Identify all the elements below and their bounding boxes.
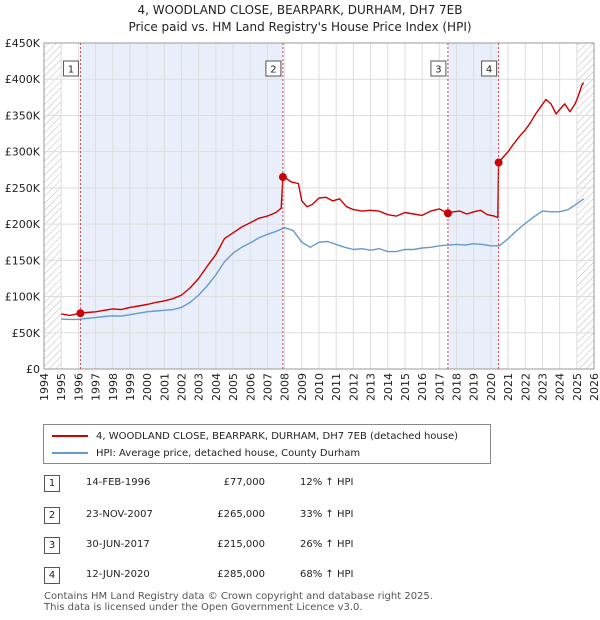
x-tick-label: 1994 (38, 373, 51, 401)
x-tick-label: 2010 (313, 373, 326, 401)
y-tick-label: £250K (5, 182, 41, 195)
legend-item-hpi: HPI: Average price, detached house, Coun… (52, 445, 360, 461)
x-tick-label: 1996 (72, 373, 85, 401)
transaction-number: 2 (44, 507, 60, 524)
sale-point (278, 173, 287, 182)
x-tick-label: 2009 (296, 373, 309, 401)
y-tick-label: £150K (5, 254, 41, 267)
hpi-line (61, 198, 585, 321)
price-chart: £0 £50K £100K £150K £200K £250K £300K £350K £400… (5, 37, 600, 401)
x-tick-label: 2012 (347, 373, 360, 401)
y-tick-label: £0 (26, 363, 40, 376)
x-tick-label: 2000 (141, 373, 154, 401)
sale-number-label: 3 (435, 65, 441, 76)
x-tick-label: 2019 (468, 373, 481, 401)
transaction-hpi-change: 33% ↑ HPI (300, 509, 354, 520)
x-tick-label: 2007 (261, 373, 274, 401)
y-tick-label: £200K (5, 218, 41, 231)
sale-number-box (481, 60, 498, 77)
y-tick-label: £300K (5, 146, 41, 159)
transaction-date: 12-JUN-2020 (86, 569, 150, 580)
property-price-line (61, 82, 585, 317)
x-tick-label: 1997 (90, 373, 103, 401)
x-tick-label: 2002 (176, 373, 189, 401)
sale-point (443, 209, 452, 218)
legend-label-property: 4, WOODLAND CLOSE, BEARPARK, DURHAM, DH7… (96, 430, 459, 442)
transaction-hpi-change: 68% ↑ HPI (300, 569, 354, 580)
x-tick-label: 2008 (279, 373, 292, 401)
sale-point (76, 309, 85, 318)
chart-legend: 4, WOODLAND CLOSE, BEARPARK, DURHAM, DH7… (43, 424, 491, 464)
footer-copyright: Contains HM Land Registry data © Crown c… (44, 591, 433, 602)
legend-label-hpi: HPI: Average price, detached house, Coun… (96, 447, 361, 459)
x-tick-label: 2001 (158, 373, 171, 401)
x-tick-label: 2011 (330, 373, 343, 401)
transaction-number: 1 (44, 475, 60, 492)
transaction-date: 23-NOV-2007 (86, 509, 153, 520)
x-tick-label: 2003 (193, 373, 206, 401)
legend-swatch-red (52, 435, 88, 437)
x-tick-label: 2005 (227, 373, 240, 401)
x-tick-label: 2004 (210, 373, 223, 401)
y-tick-label: £400K (5, 73, 41, 86)
sale-number-box (62, 60, 79, 77)
transaction-price: £285,000 (217, 569, 265, 580)
x-tick-label: 2024 (554, 373, 567, 401)
sale-number-label: 4 (486, 65, 492, 76)
x-tick-label: 2014 (382, 373, 395, 401)
x-tick-label: 2015 (399, 373, 412, 401)
y-tick-label: £100K (5, 291, 41, 304)
x-tick-label: 2022 (519, 373, 532, 401)
x-tick-label: 1995 (55, 373, 68, 401)
transaction-price: £77,000 (223, 477, 265, 488)
x-tick-label: 1998 (107, 373, 120, 401)
footer-licence: This data is licensed under the Open Gov… (44, 602, 363, 613)
y-tick-label: £50K (12, 327, 41, 340)
sale-number-box (430, 60, 447, 77)
transaction-row: 2 23-NOV-2007 £265,000 33% ↑ HPI (0, 507, 600, 527)
x-tick-label: 2021 (502, 373, 515, 401)
plot-border (43, 42, 595, 370)
transaction-date: 14-FEB-1996 (86, 477, 151, 488)
transaction-price: £215,000 (217, 539, 265, 550)
x-tick-label: 2026 (588, 373, 600, 401)
transaction-hpi-change: 12% ↑ HPI (300, 477, 354, 488)
x-tick-label: 1999 (124, 373, 137, 401)
legend-swatch-blue (52, 452, 88, 454)
transaction-number: 3 (44, 537, 60, 554)
transaction-date: 30-JUN-2017 (86, 539, 150, 550)
x-tick-label: 2020 (485, 373, 498, 401)
x-tick-label: 2006 (244, 373, 257, 401)
transaction-hpi-change: 26% ↑ HPI (300, 539, 354, 550)
hatched-region-before (44, 43, 62, 369)
legend-item-property: 4, WOODLAND CLOSE, BEARPARK, DURHAM, DH7… (52, 428, 458, 444)
transaction-price: £265,000 (217, 509, 265, 520)
x-tick-label: 2013 (365, 373, 378, 401)
x-tick-label: 2018 (451, 373, 464, 401)
sale-point (494, 158, 503, 167)
chart-title: 4, WOODLAND CLOSE, BEARPARK, DURHAM, DH7… (137, 3, 463, 17)
transaction-row: 3 30-JUN-2017 £215,000 26% ↑ HPI (0, 537, 600, 557)
x-tick-label: 2017 (433, 373, 446, 401)
x-tick-label: 2016 (416, 373, 429, 401)
y-tick-label: £350K (5, 109, 41, 122)
sale-number-box (265, 60, 282, 77)
transaction-row: 1 14-FEB-1996 £77,000 12% ↑ HPI (0, 475, 600, 495)
x-tick-label: 2025 (571, 373, 584, 401)
chart-subtitle: Price paid vs. HM Land Registry's House … (128, 20, 472, 34)
sale-number-label: 2 (270, 65, 276, 76)
transaction-row: 4 12-JUN-2020 £285,000 68% ↑ HPI (0, 567, 600, 587)
x-tick-label: 2023 (536, 373, 549, 401)
y-tick-label: £450K (5, 37, 41, 50)
transaction-number: 4 (44, 567, 60, 584)
hatched-region-after (576, 43, 594, 369)
sale-number-label: 1 (68, 65, 74, 76)
